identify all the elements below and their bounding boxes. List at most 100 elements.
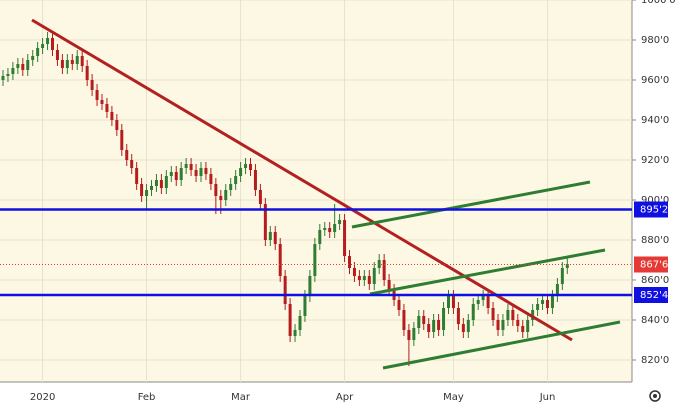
x-tick-label: Feb [138,392,156,403]
candle-body [11,68,15,74]
candle-body [135,168,139,184]
candle-body [318,230,322,244]
candle-body [382,260,386,280]
y-tick-label: 900'0 [641,195,669,206]
candle-body [387,280,391,290]
candle-body [328,228,332,232]
candle-body [85,66,89,80]
candle-body [1,76,5,80]
candle-body [496,320,500,330]
last-price-label: 867'6 [640,260,668,271]
candle-body [471,304,475,320]
settings-icon[interactable] [649,390,661,402]
candle-body [447,296,450,308]
candle-body [303,296,307,316]
trend-line [351,180,591,229]
candle-body [521,326,525,332]
candle-body [442,308,446,330]
candle-body [130,160,134,168]
candle-body [120,130,124,150]
candle-body [174,172,178,180]
candle-body [476,300,480,304]
candle-body [313,244,317,276]
x-tick-label: 2020 [30,392,55,403]
candle-body [456,308,460,324]
candle-body [372,268,376,284]
candle-body [278,244,282,276]
candle-body [560,268,564,284]
candle-body [55,50,59,60]
candle-body [338,220,342,224]
candle-body [115,120,119,130]
candle-body [343,220,347,256]
y-tick-label: 1000'0 [641,0,676,6]
candle-body [41,44,45,48]
candle-body [412,328,416,340]
candle-body [333,224,337,232]
candle-body [21,64,25,70]
candle-body [536,304,540,310]
y-tick-label: 940'0 [641,115,669,126]
candle-body [16,64,20,68]
candle-body [273,232,277,244]
x-tick-label: May [443,392,464,403]
x-tick-label: Apr [336,392,354,403]
candle-body [432,320,436,332]
candle-body [46,38,50,44]
candle-body [239,168,243,176]
candle-body [140,184,144,196]
candle-body [437,320,441,330]
candle-body [31,56,35,60]
candle-body [209,174,213,184]
candle-body [110,112,114,120]
y-tick-label: 980'0 [641,35,669,46]
candle-body [65,60,69,68]
candle-body [224,190,228,200]
candle-body [486,296,490,308]
level-label: 895'2 [640,205,668,216]
candle-body [352,268,356,276]
candle-body [249,164,252,170]
candle-body [407,330,411,340]
candle-body [293,330,297,336]
candle-body [229,184,233,190]
candle-body [362,276,366,280]
candle-body [283,276,287,304]
candle-body [298,316,302,330]
x-tick-label: Jun [539,392,556,403]
candle-body [189,164,193,170]
candle-body [159,180,163,188]
candle-body [357,276,361,280]
candle-body [506,310,510,320]
candle-body [179,168,183,180]
candle-body [70,60,74,64]
y-tick-label: 860'0 [641,275,669,286]
candle-body [550,296,554,308]
candle-body [268,232,272,240]
candle-body [90,80,94,90]
level-label: 852'4 [640,290,668,301]
candle-body [184,164,188,168]
candle-body [95,90,99,100]
trend-line [382,320,621,370]
candle-body [75,56,79,64]
candle-body [501,320,505,330]
candle-body [234,176,238,184]
candle-body [263,204,267,240]
candle-body [164,176,168,188]
candle-body [541,300,545,304]
candle-body [422,316,426,324]
y-tick-label: 920'0 [641,155,669,166]
candle-body [36,48,40,56]
candle-body [214,184,218,196]
x-tick-label: Mar [231,392,251,403]
y-tick-label: 960'0 [641,75,669,86]
candle-body [348,256,351,268]
candle-body [481,296,485,300]
candle-body [555,284,559,296]
level-label-box [634,287,668,303]
candle-body [511,310,515,320]
level-label-box [634,201,668,218]
trend-line [369,248,606,296]
